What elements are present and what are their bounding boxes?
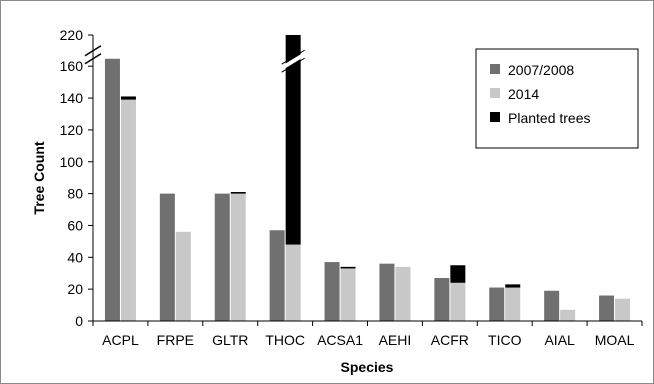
- x-tick-label: GLTR: [212, 332, 248, 348]
- legend-box: [475, 48, 639, 149]
- x-tick-label: AIAL: [544, 332, 575, 348]
- legend: 2007/2008 2014 Planted trees: [475, 48, 639, 149]
- x-axis-title: Species: [341, 359, 394, 375]
- y-tick-label: 40: [67, 249, 83, 265]
- bar-2007-2008: [324, 262, 340, 321]
- bar-2007-2008: [269, 230, 285, 321]
- bar-break-mark: [281, 49, 305, 65]
- bar-2014: [615, 298, 631, 321]
- bar-2007-2008: [544, 290, 560, 321]
- y-tick-label: 140: [60, 90, 84, 106]
- y-tick-label: 80: [67, 186, 83, 202]
- x-tick-label: AEHI: [379, 332, 412, 348]
- bar-2014: [285, 244, 301, 321]
- x-axis-ticks: ACPL FRPE GLTR THOC ACSA1 AEHI ACFR TICO AIAL MOA…: [92, 321, 643, 348]
- legend-swatch: [490, 88, 500, 98]
- x-tick-label: THOC: [265, 332, 305, 348]
- bar-2014: [120, 99, 136, 321]
- x-tick-label: ACPL: [102, 332, 139, 348]
- bar-2007-2008: [379, 263, 395, 321]
- y-tick-label: 220: [60, 27, 84, 43]
- bar-2007-2008: [489, 287, 505, 321]
- x-tick-label: TICO: [488, 332, 522, 348]
- x-tick-label: ACFR: [431, 332, 469, 348]
- bar-2014: [560, 309, 576, 321]
- bar-planted-trees: [340, 266, 356, 269]
- y-tick-label: 60: [67, 217, 83, 233]
- y-tick-label: 120: [60, 122, 84, 138]
- bar-break-gap: [280, 52, 306, 70]
- bar-2007-2008: [159, 193, 175, 321]
- legend-label: 2014: [508, 86, 539, 102]
- y-tick-label: 20: [67, 281, 83, 297]
- bar-planted-trees: [505, 284, 521, 288]
- y-tick-label: 160: [60, 58, 84, 74]
- axis-break-mark: [84, 53, 102, 65]
- bar-planted-trees: [285, 35, 301, 245]
- x-tick-label: MOAL: [595, 332, 635, 348]
- bar-planted-trees: [450, 265, 466, 283]
- bar-2014: [395, 266, 411, 321]
- y-axis-title: Tree Count: [31, 141, 47, 214]
- bar-2007-2008: [104, 58, 120, 321]
- bar-2007-2008: [214, 193, 230, 321]
- bar-planted-trees: [230, 192, 246, 194]
- bars: [104, 35, 631, 321]
- bar-2007-2008: [434, 278, 450, 321]
- legend-label: 2007/2008: [508, 62, 574, 78]
- bar-break-mark: [281, 57, 305, 73]
- bar-2014: [340, 268, 356, 321]
- y-tick-label: 0: [75, 313, 83, 329]
- axes: [84, 35, 642, 322]
- bar-2014: [175, 231, 191, 321]
- bar-2014: [505, 287, 521, 321]
- legend-label: Planted trees: [508, 110, 591, 126]
- bar-2007-2008: [599, 295, 615, 321]
- axis-break-mark: [84, 45, 102, 57]
- y-axis-ticks: 0 20 40 60 80 100 120 140 160 220: [60, 27, 93, 329]
- legend-swatch: [490, 64, 500, 74]
- y-tick-label: 100: [60, 154, 84, 170]
- legend-swatch: [490, 112, 500, 122]
- bar-planted-trees: [120, 96, 136, 100]
- bar-2014: [450, 282, 466, 321]
- x-tick-label: ACSA1: [317, 332, 363, 348]
- x-tick-label: FRPE: [157, 332, 194, 348]
- bar-2014: [230, 193, 246, 321]
